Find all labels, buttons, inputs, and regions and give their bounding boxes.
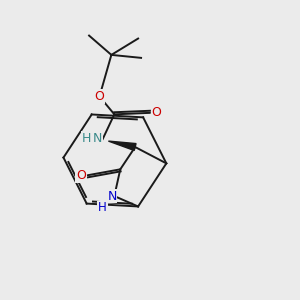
Text: O: O bbox=[94, 90, 104, 103]
Text: H: H bbox=[98, 202, 107, 214]
Text: N: N bbox=[107, 190, 117, 202]
Text: O: O bbox=[152, 106, 161, 119]
Polygon shape bbox=[108, 141, 136, 151]
Text: H: H bbox=[81, 132, 91, 145]
Text: N: N bbox=[92, 132, 102, 145]
Text: O: O bbox=[76, 169, 86, 182]
